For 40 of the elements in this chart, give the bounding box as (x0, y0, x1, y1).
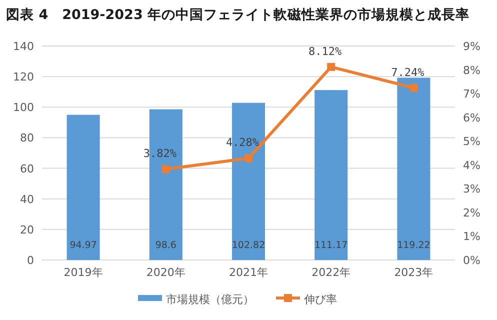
data-label: 94.97 (70, 240, 97, 251)
data-label: 8.12% (308, 44, 342, 58)
y-tick-label: 120 (13, 70, 34, 84)
point (162, 165, 170, 174)
bar (397, 78, 430, 260)
y2-tick-label: 5% (463, 135, 480, 148)
data-label: 102.82 (232, 240, 266, 251)
x-tick-label: 2020年 (146, 266, 186, 279)
x-tick-label: 2022年 (312, 266, 351, 279)
y-tick-label: 0 (27, 254, 34, 267)
point (327, 62, 336, 71)
y-tick-label: 60 (20, 162, 34, 176)
data-label: 111.17 (314, 240, 348, 251)
data-label: 98.6 (155, 240, 176, 251)
y2-tick-label: 8% (463, 64, 480, 77)
y2-tick-label: 6% (463, 111, 480, 124)
y-tick-label: 20 (20, 223, 34, 236)
bar (314, 90, 348, 260)
data-label: 119.22 (397, 240, 430, 251)
legend-label: 伸び率 (304, 293, 337, 306)
legend-label: 市場規模（億元） (166, 293, 254, 306)
y-tick-label: 40 (20, 192, 34, 206)
x-tick-label: 2021年 (229, 266, 268, 279)
x-tick-label: 2019年 (64, 266, 103, 279)
y2-tick-label: 7% (463, 88, 480, 101)
y-tick-label: 80 (20, 132, 34, 145)
data-label: 7.24% (391, 66, 425, 79)
y2-tick-label: 1% (463, 230, 480, 244)
x-tick-label: 2023年 (394, 266, 434, 279)
chart-title: 図表 4 2019-2023 年の中国フェライト軟磁性業界の市場規模と成長率 (6, 6, 470, 23)
y2-tick-label: 4% (463, 158, 480, 172)
y2-tick-label: 0% (463, 254, 480, 267)
y-tick-label: 100 (13, 101, 34, 114)
y2-tick-label: 3% (463, 182, 480, 196)
y2-tick-label: 9% (463, 40, 480, 53)
point (244, 154, 252, 162)
y2-tick-label: 2% (463, 206, 480, 220)
y-tick-label: 140 (13, 40, 34, 53)
point (410, 84, 418, 92)
bar (66, 114, 100, 260)
